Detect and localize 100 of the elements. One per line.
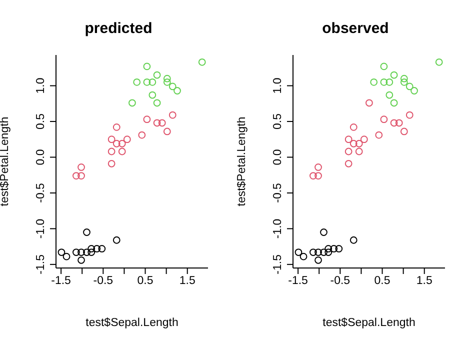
point — [300, 252, 308, 260]
point — [108, 160, 116, 168]
point — [395, 119, 403, 127]
point — [83, 248, 90, 256]
point — [350, 123, 358, 131]
point — [88, 248, 96, 256]
point — [138, 131, 146, 139]
point — [108, 136, 116, 144]
point — [355, 140, 363, 148]
x-tick-label: 1.5 — [416, 275, 432, 288]
x-tick-label: -1.5 — [51, 275, 71, 288]
point — [324, 248, 332, 256]
point — [370, 78, 378, 86]
x-tick-label: 0.5 — [137, 275, 154, 288]
point — [148, 78, 156, 86]
point — [198, 58, 206, 66]
y-tick-label: -1.5 — [272, 254, 284, 274]
point — [360, 136, 368, 144]
point — [435, 58, 443, 66]
x-tick-label: 0.5 — [374, 275, 390, 288]
point — [410, 87, 418, 94]
point — [78, 248, 85, 256]
point — [314, 164, 322, 171]
x-tick-label: -0.5 — [93, 275, 114, 288]
point — [153, 119, 161, 127]
point — [350, 140, 358, 148]
y-tick-label: 0.5 — [272, 113, 284, 130]
x-axis-title: test$Sepal.Length — [86, 317, 178, 329]
point — [168, 111, 176, 119]
point — [314, 256, 322, 264]
point — [380, 62, 388, 70]
point — [355, 148, 363, 156]
chart-title: predicted — [84, 19, 154, 39]
point — [128, 99, 136, 107]
point — [93, 245, 101, 252]
point — [344, 160, 352, 168]
y-tick-label: 0.5 — [35, 113, 47, 130]
point — [344, 148, 352, 156]
point — [62, 252, 70, 260]
point — [380, 78, 388, 86]
point — [310, 248, 317, 256]
point — [386, 78, 394, 86]
point — [163, 74, 171, 82]
point — [390, 119, 398, 127]
point — [386, 91, 394, 99]
point — [400, 74, 408, 82]
point — [390, 71, 398, 79]
point — [143, 78, 151, 86]
point — [112, 123, 120, 131]
point — [400, 78, 408, 86]
point — [148, 91, 156, 99]
point — [366, 99, 373, 107]
point — [143, 62, 151, 70]
point — [72, 172, 80, 180]
point — [153, 99, 161, 107]
y-tick-label: -0.5 — [272, 183, 284, 203]
point — [406, 111, 414, 119]
point — [163, 128, 171, 136]
point — [324, 245, 332, 252]
point — [294, 248, 302, 256]
y-tick-label: -1.0 — [272, 218, 284, 239]
y-tick-label: 1.0 — [272, 78, 284, 94]
point — [163, 78, 171, 86]
y-tick-label: -1.5 — [35, 254, 47, 274]
chart-title: observed — [321, 19, 390, 39]
point — [320, 248, 328, 256]
point — [406, 82, 414, 90]
point — [72, 248, 80, 256]
x-tick-label: -0.5 — [330, 275, 350, 288]
point — [83, 228, 90, 236]
point — [78, 164, 85, 171]
y-tick-label: -0.5 — [35, 183, 47, 203]
point — [174, 87, 181, 94]
point — [314, 248, 322, 256]
point — [350, 236, 358, 244]
point — [335, 245, 343, 252]
point — [314, 172, 322, 180]
x-tick-label: 1.5 — [179, 275, 196, 288]
point — [390, 99, 398, 107]
point — [88, 245, 96, 252]
point — [78, 172, 85, 180]
x-tick-label: -1.5 — [288, 275, 308, 288]
point — [380, 116, 388, 124]
point — [158, 119, 166, 127]
point — [98, 245, 106, 252]
point — [330, 245, 338, 252]
y-tick-label: 1.0 — [35, 78, 47, 94]
point — [118, 140, 126, 148]
point — [58, 248, 66, 256]
y-tick-label: 0.0 — [272, 149, 284, 166]
point — [112, 236, 120, 244]
point — [133, 78, 141, 86]
point — [112, 140, 120, 148]
point — [344, 136, 352, 144]
point — [78, 256, 85, 264]
x-axis-title: test$Sepal.Length — [322, 317, 416, 329]
point — [108, 148, 116, 156]
point — [168, 82, 176, 90]
point — [310, 172, 317, 180]
y-tick-label: 0.0 — [35, 149, 47, 166]
